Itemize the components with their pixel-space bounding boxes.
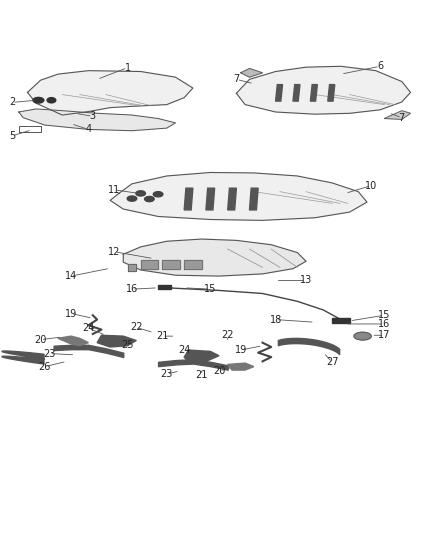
Text: 16: 16 [378,319,391,329]
Polygon shape [123,239,306,276]
Text: 20: 20 [34,335,47,345]
Ellipse shape [47,98,56,103]
Polygon shape [162,260,180,269]
Text: 24: 24 [82,324,95,333]
Text: 5: 5 [9,131,15,141]
Polygon shape [28,71,193,115]
Ellipse shape [145,197,154,201]
Polygon shape [158,285,171,289]
Polygon shape [110,173,367,220]
Polygon shape [241,68,262,77]
Polygon shape [228,363,254,370]
Polygon shape [184,260,201,269]
Text: 18: 18 [269,314,282,325]
Polygon shape [311,85,318,101]
Polygon shape [58,336,88,346]
Text: 14: 14 [65,271,77,281]
Text: 1: 1 [124,62,131,72]
Text: 23: 23 [43,349,56,359]
Text: 7: 7 [233,75,240,84]
Polygon shape [228,188,237,210]
Text: 23: 23 [161,369,173,379]
Text: 10: 10 [365,181,378,191]
Polygon shape [250,188,258,210]
Text: 21: 21 [195,370,208,381]
Polygon shape [385,111,410,119]
Polygon shape [237,66,410,114]
Text: 3: 3 [90,111,96,122]
Text: 16: 16 [126,284,138,294]
Text: 26: 26 [39,361,51,372]
Ellipse shape [127,196,137,201]
Text: 27: 27 [326,357,339,367]
Polygon shape [141,260,158,269]
Polygon shape [276,85,283,101]
Text: 24: 24 [178,345,191,355]
Polygon shape [19,109,176,131]
Ellipse shape [153,192,163,197]
Text: 2: 2 [9,98,15,108]
Polygon shape [127,264,136,271]
Text: 6: 6 [377,61,383,71]
Polygon shape [184,188,193,210]
Polygon shape [328,85,335,101]
Ellipse shape [33,98,44,103]
Text: 15: 15 [204,284,216,294]
Text: 20: 20 [213,366,225,376]
Text: 19: 19 [65,309,77,319]
Text: 25: 25 [121,340,134,350]
Text: 22: 22 [130,322,142,333]
Polygon shape [184,350,219,362]
Text: 7: 7 [399,112,405,123]
Ellipse shape [136,191,145,196]
Ellipse shape [354,332,371,340]
Polygon shape [97,335,136,347]
Polygon shape [206,188,215,210]
Text: 21: 21 [156,331,169,341]
Text: 17: 17 [378,330,391,340]
Text: 12: 12 [108,247,121,257]
Polygon shape [332,318,350,323]
Text: 15: 15 [378,310,391,320]
Text: 4: 4 [85,124,92,134]
Text: 22: 22 [222,330,234,340]
Text: 19: 19 [235,345,247,355]
Text: 13: 13 [300,276,312,286]
Polygon shape [293,85,300,101]
Text: 11: 11 [109,185,121,195]
